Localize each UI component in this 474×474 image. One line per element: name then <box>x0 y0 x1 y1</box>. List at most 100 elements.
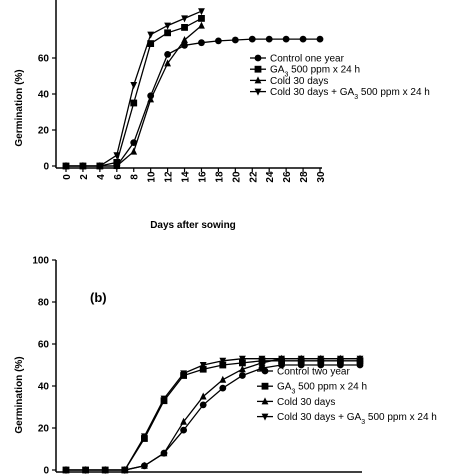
y-tick-label: 0 <box>43 466 49 474</box>
data-point <box>316 35 324 43</box>
series-4 <box>62 355 364 474</box>
data-point <box>164 51 172 58</box>
data-point <box>82 467 89 474</box>
x-tick-label: 14 <box>181 171 192 183</box>
legend-entry: GA3 500 ppm x 24 h <box>277 382 367 396</box>
x-tick-label: 26 <box>282 171 293 183</box>
data-point <box>181 36 188 43</box>
data-point <box>160 395 168 403</box>
series-line <box>66 358 360 471</box>
legend-marker <box>254 88 262 96</box>
data-point <box>130 99 138 107</box>
data-point <box>265 35 273 43</box>
legend-marker <box>254 76 262 84</box>
data-point <box>239 355 246 363</box>
data-point <box>121 467 129 474</box>
x-tick-label: 6 <box>113 174 124 180</box>
data-point <box>278 355 285 363</box>
data-point <box>317 355 325 363</box>
data-point <box>337 355 344 363</box>
data-point <box>199 362 207 369</box>
data-point <box>219 361 227 369</box>
data-point <box>198 21 205 29</box>
data-point <box>62 467 70 474</box>
legend-entry: Control two year <box>277 367 350 378</box>
y-tick-label: 40 <box>38 90 50 101</box>
y-tick-label: 80 <box>38 298 50 309</box>
x-tick-label: 8 <box>130 174 141 180</box>
y-axis-label: Germination (%) <box>14 69 25 146</box>
data-point <box>219 384 227 392</box>
legend-entry: Cold 30 days <box>270 76 328 87</box>
data-point <box>147 40 155 47</box>
data-point <box>141 461 148 469</box>
data-point <box>180 417 187 425</box>
legend-entry: Cold 30 days <box>277 397 335 408</box>
data-point <box>356 355 364 363</box>
legend-marker <box>261 397 269 405</box>
y-axis-label: Germination (%) <box>14 356 25 433</box>
data-point <box>181 42 188 49</box>
x-tick-label: 18 <box>214 171 225 183</box>
data-point <box>198 8 205 16</box>
y-tick-label: 100 <box>32 256 49 267</box>
data-point <box>130 147 138 155</box>
x-tick-label: 24 <box>265 171 276 183</box>
legend-marker <box>254 54 262 62</box>
data-point <box>62 163 70 170</box>
y-tick-label: 20 <box>38 126 50 137</box>
y-tick-label: 60 <box>38 54 50 65</box>
data-point <box>164 59 171 67</box>
legend-marker <box>254 65 262 73</box>
legend-entry: GA3 500 ppm x 24 h <box>270 65 360 79</box>
data-point <box>160 449 168 457</box>
chart-panel-2: 0 20 40 60 80 100 Germination (%) (b) Control tw… <box>14 256 437 474</box>
data-point <box>147 31 155 39</box>
data-point <box>198 15 205 22</box>
x-tick-label: 0 <box>62 174 73 180</box>
data-point <box>219 375 227 383</box>
data-point <box>199 401 207 409</box>
series-4 <box>62 8 205 170</box>
x-tick-label: 16 <box>197 171 208 183</box>
legend-entry: Control one year <box>270 54 345 65</box>
data-point <box>231 36 239 44</box>
data-point <box>219 357 227 365</box>
y-tick-label: 20 <box>38 424 50 435</box>
data-point <box>147 95 155 103</box>
data-point <box>101 467 109 474</box>
y-tick-label: 0 <box>43 162 49 173</box>
data-point <box>180 370 187 378</box>
data-point <box>164 29 171 37</box>
data-point <box>130 82 138 89</box>
data-point <box>181 15 188 23</box>
data-point <box>215 37 222 45</box>
x-tick-label: 4 <box>96 174 107 180</box>
data-point <box>239 359 246 367</box>
y-tick-label: 40 <box>38 382 50 393</box>
legend-entry: Cold 30 days + GA3 500 ppm x 24 h <box>277 412 437 426</box>
legend-marker <box>261 382 269 390</box>
legend-marker <box>261 413 269 421</box>
legend-marker <box>261 367 269 375</box>
y-tick-label: 60 <box>38 340 50 351</box>
x-tick-label: 12 <box>164 171 175 183</box>
data-point <box>180 426 188 434</box>
x-tick-label: 22 <box>248 171 259 183</box>
data-point <box>297 355 305 363</box>
data-point <box>258 355 266 363</box>
data-point <box>141 433 148 441</box>
data-point <box>164 22 171 30</box>
data-point <box>79 163 87 170</box>
data-point <box>299 35 307 43</box>
x-tick-label: 2 <box>79 174 90 180</box>
data-point <box>239 365 246 373</box>
x-tick-label: 30 <box>316 171 327 183</box>
data-point <box>282 35 290 43</box>
data-point <box>113 162 121 169</box>
data-point <box>239 372 246 379</box>
panel-label: (b) <box>90 290 107 305</box>
